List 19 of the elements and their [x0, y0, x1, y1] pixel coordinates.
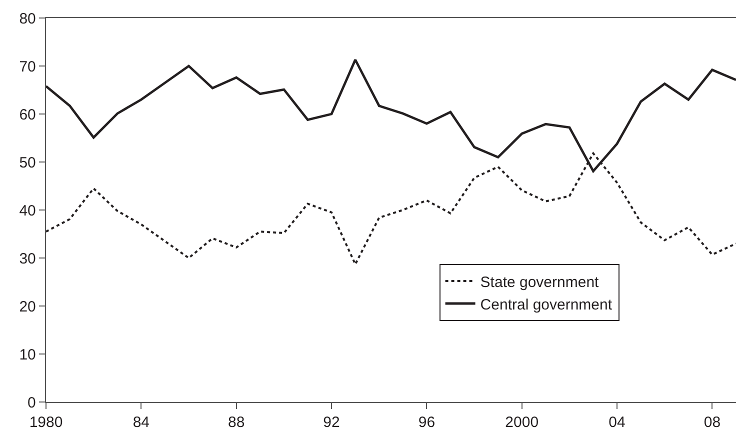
x-tick-label: 04 — [608, 414, 626, 432]
x-tick-label: 08 — [704, 414, 721, 432]
x-tick-label: 2000 — [505, 414, 539, 432]
legend-label: State government — [480, 274, 600, 291]
y-tick-label: 70 — [19, 58, 36, 76]
x-tick-label: 92 — [323, 414, 340, 432]
y-tick-label: 20 — [19, 298, 36, 316]
y-tick-label: 50 — [19, 154, 36, 172]
x-tick-label: 84 — [132, 414, 150, 432]
legend-label: Central government — [480, 296, 613, 314]
x-tick-label: 96 — [418, 414, 436, 432]
y-tick-label: 60 — [19, 106, 36, 124]
y-tick-label: 80 — [19, 10, 36, 28]
x-tick-label: 88 — [228, 414, 245, 432]
y-tick-label: 10 — [19, 346, 36, 364]
x-tick-label: 1980 — [29, 414, 63, 432]
y-tick-label: 40 — [19, 202, 36, 220]
y-tick-label: 30 — [19, 250, 36, 268]
y-tick-label: 0 — [28, 394, 36, 412]
